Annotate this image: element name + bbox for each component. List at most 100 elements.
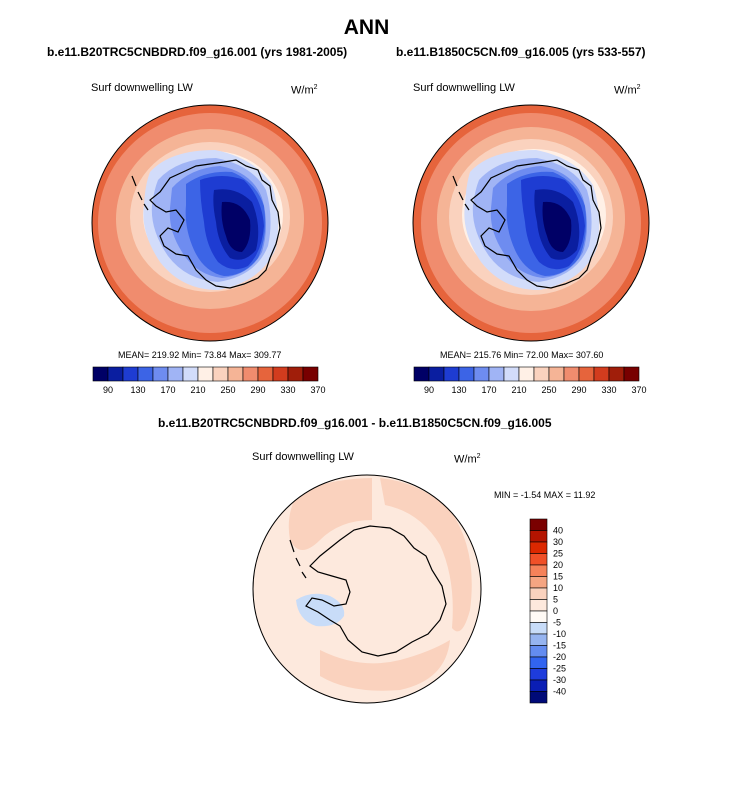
panel-1-units-label: W/m2 <box>291 84 318 97</box>
panel-1-colorbar-swatch <box>152 366 169 382</box>
panel-2-colorbar-tick-label: 330 <box>601 385 616 395</box>
panel-2-colorbar-swatch <box>623 366 640 382</box>
panel-2-units-label: W/m2 <box>614 84 641 97</box>
difference-units-label: W/m2 <box>454 453 481 466</box>
panel-2-colorbar-swatch <box>563 366 580 382</box>
panel-1-stats: MEAN= 219.92 Min= 73.84 Max= 309.77 <box>118 350 282 360</box>
panel-1-colorbar-swatch <box>137 366 154 382</box>
panel-1-colorbar-swatch <box>122 366 139 382</box>
difference-colorbar-tick-label: 25 <box>553 549 563 559</box>
panel-1-colorbar-swatch <box>182 366 199 382</box>
difference-colorbar-tick-label: -10 <box>553 629 566 639</box>
panel-1-peninsula-outline <box>131 175 149 211</box>
difference-colorbar-swatch <box>529 530 548 543</box>
difference-colorbar-swatch <box>529 587 548 600</box>
difference-colorbar-swatch <box>529 668 548 681</box>
difference-colorbar-tick-label: -5 <box>553 618 561 628</box>
panel-1-colorbar-swatch <box>227 366 244 382</box>
panel-2-colorbar-tick-label: 290 <box>571 385 586 395</box>
difference-colorbar-swatch <box>529 518 548 531</box>
panel-1-coastline <box>149 159 281 289</box>
panel-1-contour-fill <box>92 105 328 341</box>
difference-colorbar-swatch <box>529 645 548 658</box>
panel-1-title: b.e11.B20TRC5CNBDRD.f09_g16.001 (yrs 198… <box>47 45 348 59</box>
difference-colorbar-tick-label: -40 <box>553 687 566 697</box>
panel-2-colorbar-tick-label: 170 <box>481 385 496 395</box>
panel-2-title: b.e11.B1850C5CN.f09_g16.005 (yrs 533-557… <box>396 45 646 59</box>
difference-map <box>252 474 482 704</box>
panel-2-map <box>412 104 650 342</box>
panel-1-colorbar-tick-label: 90 <box>103 385 113 395</box>
panel-2-colorbar-swatch <box>548 366 565 382</box>
colorbars: 90 130 170 210 250 290 330 370 90 130 170 210 250 290… <box>92 366 647 704</box>
panel-1-colorbar-tick-label: 250 <box>220 385 235 395</box>
panel-2-colorbar-swatch <box>443 366 460 382</box>
panel-2-colorbar-tick-label: 370 <box>631 385 646 395</box>
difference-contour-fill <box>253 475 481 703</box>
difference-colorbar-tick-label: 40 <box>553 526 563 536</box>
panel-2-stats: MEAN= 215.76 Min= 72.00 Max= 307.60 <box>440 350 604 360</box>
panel-2-coastline <box>470 159 602 289</box>
difference-colorbar-tick-label: -30 <box>553 675 566 685</box>
panel-2-colorbar-swatch <box>593 366 610 382</box>
difference-colorbar-tick-label: 20 <box>553 560 563 570</box>
panel-2-colorbar-tick-label: 90 <box>424 385 434 395</box>
panel-2-colorbar-tick-label: 210 <box>511 385 526 395</box>
difference-peninsula-outline <box>289 539 307 579</box>
difference-colorbar-swatch <box>529 691 548 704</box>
panel-2-colorbar-swatch <box>608 366 625 382</box>
panel-1-colorbar-tick-label: 370 <box>310 385 325 395</box>
panel-2-colorbar-tick-label: 130 <box>451 385 466 395</box>
panel-1-colorbar-swatch <box>287 366 304 382</box>
panel-1-colorbar-swatch <box>302 366 319 382</box>
panel-2-peninsula-outline <box>452 175 470 211</box>
panel-2-colorbar-swatch <box>503 366 520 382</box>
difference-coastline <box>305 525 447 657</box>
difference-stats: MIN = -1.54 MAX = 11.92 <box>494 490 596 500</box>
panel-2-colorbar-swatch <box>428 366 445 382</box>
panel-1-colorbar-swatch <box>212 366 229 382</box>
panel-2-contour-fill <box>413 105 649 341</box>
difference-colorbar-swatch <box>529 564 548 577</box>
panel-2-map-boundary <box>412 104 650 342</box>
difference-title: b.e11.B20TRC5CNBDRD.f09_g16.001 - b.e11.… <box>158 416 552 430</box>
panel-2-colorbar-swatch <box>488 366 505 382</box>
difference-colorbar-tick-label: 15 <box>553 572 563 582</box>
panel-1-variable-label: Surf downwelling LW <box>91 82 193 94</box>
panel-2-variable-label: Surf downwelling LW <box>413 82 515 94</box>
panel-1-map-boundary <box>91 104 329 342</box>
difference-colorbar-swatch <box>529 622 548 635</box>
panel-1-colorbar-swatch <box>242 366 259 382</box>
difference-colorbar-tick-label: 0 <box>553 606 558 616</box>
panel-1-colorbar-tick-label: 290 <box>250 385 265 395</box>
panel-1-colorbar-tick-label: 210 <box>190 385 205 395</box>
panel-1-colorbar-swatch <box>107 366 124 382</box>
difference-colorbar-swatch <box>529 656 548 669</box>
panel-1-colorbar-tick-label: 330 <box>280 385 295 395</box>
panel-2-colorbar-swatch <box>518 366 535 382</box>
panel-1-colorbar-swatch <box>167 366 184 382</box>
difference-colorbar-swatch <box>529 610 548 623</box>
difference-colorbar-tick-label: 30 <box>553 537 563 547</box>
difference-colorbar-tick-label: -25 <box>553 664 566 674</box>
difference-colorbar-tick-label: -20 <box>553 652 566 662</box>
panel-2-colorbar-swatch <box>473 366 490 382</box>
panel-1-colorbar-tick-label: 130 <box>130 385 145 395</box>
page-title: ANN <box>343 16 390 39</box>
difference-colorbar-swatch <box>529 633 548 646</box>
panel-2-colorbar-swatch <box>578 366 595 382</box>
panel-1-map <box>91 104 329 342</box>
panel-1-colorbar-swatch <box>92 366 109 382</box>
difference-colorbar-swatch <box>529 541 548 554</box>
difference-colorbar-swatch <box>529 599 548 612</box>
panel-2-colorbar-swatch <box>458 366 475 382</box>
panel-1-colorbar-swatch <box>257 366 274 382</box>
panel-1-colorbar-tick-label: 170 <box>160 385 175 395</box>
panel-2-colorbar-tick-label: 250 <box>541 385 556 395</box>
panel-2-colorbar-swatch <box>533 366 550 382</box>
difference-variable-label: Surf downwelling LW <box>252 451 354 463</box>
difference-colorbar-tick-label: 5 <box>553 595 558 605</box>
panel-2-colorbar-swatch <box>413 366 430 382</box>
difference-colorbar-tick-label: -15 <box>553 641 566 651</box>
